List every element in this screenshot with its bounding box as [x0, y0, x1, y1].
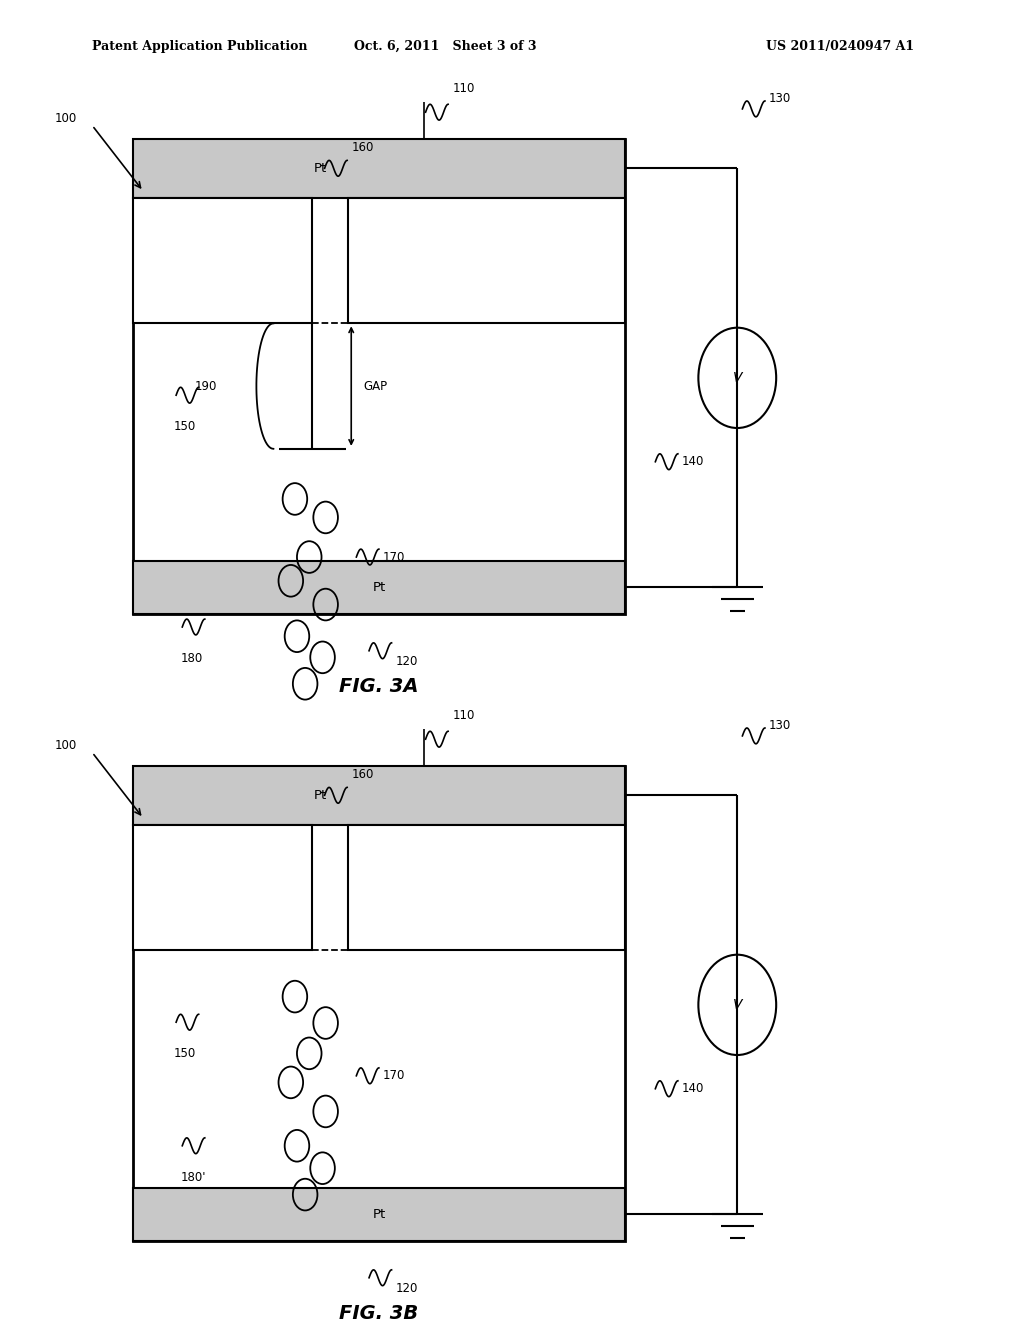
- Text: 110: 110: [453, 82, 474, 95]
- Text: 130: 130: [769, 719, 792, 731]
- Text: 180': 180': [180, 1171, 206, 1184]
- Bar: [133, 766, 625, 825]
- Text: 110: 110: [453, 709, 474, 722]
- Bar: [133, 825, 312, 950]
- Text: 100: 100: [54, 739, 77, 752]
- Text: Pt: Pt: [313, 162, 327, 174]
- Bar: [133, 1188, 625, 1241]
- Bar: [348, 198, 625, 323]
- Text: 180: 180: [180, 652, 203, 665]
- Bar: [133, 561, 625, 614]
- Circle shape: [698, 954, 776, 1055]
- Text: 170: 170: [383, 1069, 406, 1082]
- Text: US 2011/0240947 A1: US 2011/0240947 A1: [766, 40, 913, 53]
- Text: 130: 130: [769, 92, 792, 104]
- Text: 150: 150: [174, 1047, 197, 1060]
- Text: Oct. 6, 2011   Sheet 3 of 3: Oct. 6, 2011 Sheet 3 of 3: [354, 40, 537, 53]
- Text: V: V: [732, 371, 742, 385]
- Text: 190: 190: [195, 380, 217, 392]
- Text: V: V: [732, 998, 742, 1012]
- Text: 140: 140: [682, 1082, 705, 1096]
- Text: FIG. 3B: FIG. 3B: [339, 1304, 419, 1320]
- Bar: [348, 825, 625, 950]
- Text: Patent Application Publication: Patent Application Publication: [92, 40, 307, 53]
- Text: 160: 160: [351, 141, 374, 153]
- Text: Pt: Pt: [313, 789, 327, 801]
- Text: Pt: Pt: [373, 581, 385, 594]
- Text: 120: 120: [395, 655, 418, 668]
- Text: Pt: Pt: [373, 1208, 385, 1221]
- Text: 140: 140: [682, 455, 705, 469]
- Text: 160: 160: [351, 768, 374, 780]
- Bar: [133, 139, 625, 198]
- Bar: [133, 766, 625, 1241]
- Bar: [133, 139, 625, 614]
- Text: 150: 150: [174, 420, 197, 433]
- Bar: [133, 198, 312, 323]
- Text: FIG. 3A: FIG. 3A: [339, 677, 419, 696]
- Text: GAP: GAP: [364, 380, 388, 392]
- Text: 120: 120: [395, 1282, 418, 1295]
- Text: 100: 100: [54, 112, 77, 125]
- Circle shape: [698, 327, 776, 428]
- Text: 170: 170: [383, 550, 406, 564]
